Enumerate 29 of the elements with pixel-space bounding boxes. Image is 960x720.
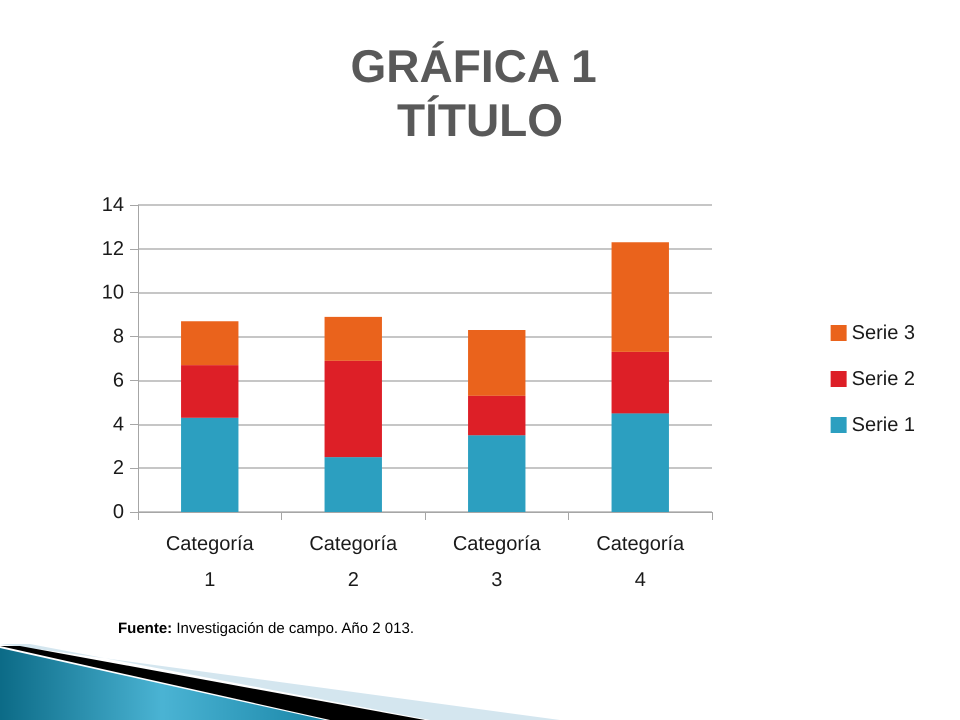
bar: [612, 242, 669, 352]
x-tick-label: Categoría 1: [166, 533, 255, 591]
legend-label: Serie 2: [852, 368, 916, 390]
bar: [324, 457, 382, 512]
y-tick-label: 10: [102, 282, 124, 304]
bar: [324, 316, 382, 361]
y-tick-label: 4: [112, 413, 124, 436]
y-tick-label: 6: [112, 369, 124, 392]
chart-title: GRÁFICA 1 TÍTULO: [350, 40, 610, 146]
bar: [181, 365, 238, 418]
bar: [612, 413, 669, 512]
y-tick-label: 14: [102, 194, 124, 216]
y-tick-label: 2: [112, 457, 124, 480]
bar: [612, 352, 669, 414]
y-tick-label: 0: [112, 501, 124, 523]
legend-label: Serie 1: [852, 414, 916, 436]
bar: [324, 360, 382, 458]
y-tick-label: 12: [102, 238, 124, 260]
bar: [181, 321, 238, 366]
bar: [181, 418, 238, 512]
legend-label: Serie 3: [852, 322, 916, 344]
y-tick-label: 8: [112, 326, 124, 348]
bar: [468, 396, 526, 436]
bar: [468, 435, 526, 512]
x-tick-label: Categoría 3: [452, 533, 542, 591]
source-note: Fuente: Investigación de campo. Año 2 013.: [118, 620, 414, 637]
x-tick-label: Categoría 4: [596, 533, 686, 591]
x-tick-label: Categoría 2: [309, 533, 398, 591]
bar: [468, 330, 526, 396]
